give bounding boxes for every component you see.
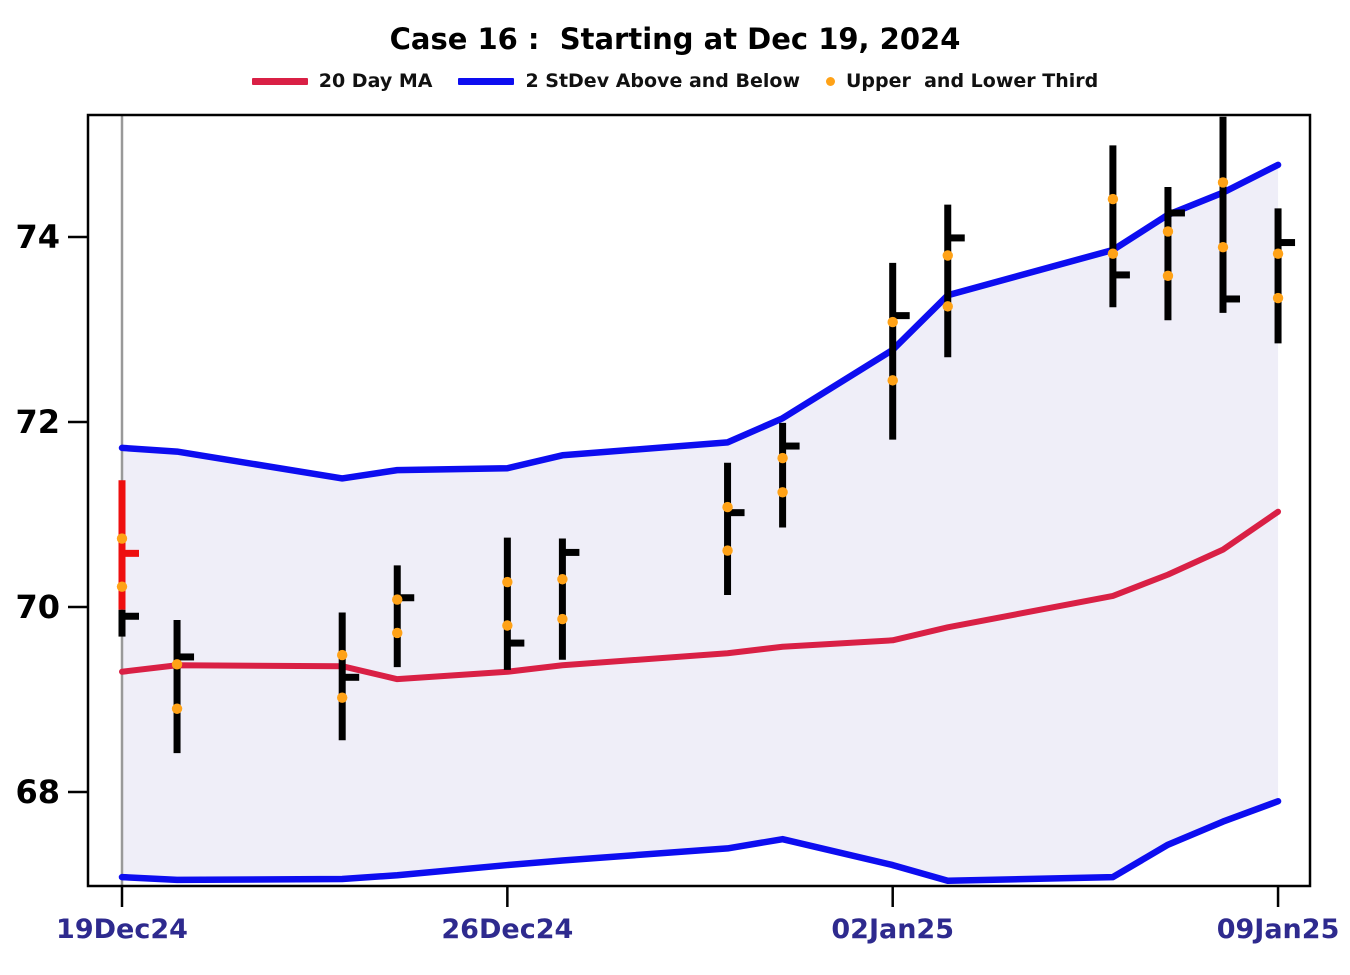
third-dot xyxy=(557,574,568,585)
third-dot xyxy=(1107,248,1119,259)
third-dot xyxy=(1272,292,1284,304)
third-dot xyxy=(777,487,788,498)
third-dot xyxy=(1217,177,1229,188)
third-dot xyxy=(337,649,348,661)
ma-line-swatch xyxy=(251,77,308,85)
chart-title: Case 16 : Starting at Dec 19, 2024 xyxy=(389,22,961,56)
band-line-swatch xyxy=(458,77,515,85)
ma-line xyxy=(119,508,1282,683)
third-dot xyxy=(171,703,183,714)
third-dot xyxy=(887,375,898,386)
y-tick-label: 74 xyxy=(15,218,60,256)
legend-label-ma: 20 Day MA xyxy=(318,70,433,92)
y-tick-label: 72 xyxy=(15,403,60,441)
plot-frame xyxy=(86,113,1312,888)
third-dot xyxy=(116,533,128,544)
third-dot xyxy=(392,627,403,639)
third-dot xyxy=(1107,193,1119,205)
upper-band-line xyxy=(118,161,1282,482)
third-dot xyxy=(1162,270,1174,282)
third-dot xyxy=(502,576,513,588)
third-dot xyxy=(337,692,348,703)
chart-legend: 20 Day MA 2 StDev Above and Below Upper … xyxy=(0,70,1350,92)
legend-item-band: 2 StDev Above and Below xyxy=(458,70,800,92)
third-dot xyxy=(777,452,788,464)
band-fill xyxy=(122,164,1279,881)
x-tick-label: 09Jan25 xyxy=(1217,914,1340,945)
third-dot xyxy=(171,659,183,670)
legend-item-thirds: Upper and Lower Third xyxy=(826,70,1098,92)
y-tick-label: 70 xyxy=(15,588,60,626)
x-tick-label: 19Dec24 xyxy=(56,914,188,945)
third-dot xyxy=(1272,248,1284,259)
third-dot xyxy=(1217,241,1229,253)
third-dot-swatch xyxy=(826,76,835,86)
x-tick-label: 02Jan25 xyxy=(831,914,954,945)
third-dot xyxy=(722,501,733,513)
x-tick-label: 26Dec24 xyxy=(441,914,573,945)
legend-label-band: 2 StDev Above and Below xyxy=(525,70,800,92)
y-tick-label: 68 xyxy=(15,773,60,811)
third-dot xyxy=(722,545,733,556)
legend-item-ma: 20 Day MA xyxy=(251,70,433,92)
third-dot xyxy=(942,250,953,261)
third-dot xyxy=(942,301,953,312)
third-dot xyxy=(557,613,568,625)
legend-label-thirds: Upper and Lower Third xyxy=(846,70,1099,92)
third-dot xyxy=(116,581,128,592)
third-dot xyxy=(392,594,403,605)
third-dot xyxy=(502,620,513,631)
third-dot xyxy=(887,316,898,328)
third-dot xyxy=(1162,226,1174,237)
lower-band-line xyxy=(118,798,1282,885)
